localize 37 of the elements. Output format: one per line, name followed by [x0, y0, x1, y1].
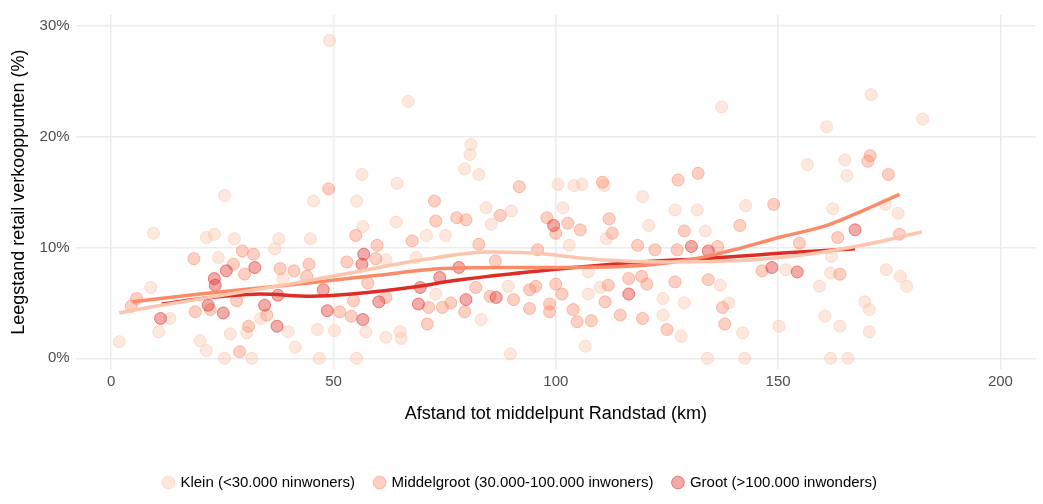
legend-label: Klein (<30.000 ninwoners)	[180, 472, 356, 490]
point	[547, 218, 561, 232]
x-tick-label: 0	[107, 371, 116, 389]
point	[684, 239, 698, 253]
point	[201, 298, 215, 312]
point	[270, 319, 284, 333]
point	[411, 297, 425, 311]
point	[219, 264, 233, 278]
y-tick-label: 20%	[39, 126, 70, 144]
point	[320, 304, 334, 318]
point	[790, 265, 804, 279]
point	[848, 223, 862, 237]
point	[258, 298, 272, 312]
x-tick-label: 100	[543, 371, 569, 389]
y-axis-title: Leegstand retail verkooppunten (%)	[7, 49, 28, 335]
y-tick-label: 10%	[39, 237, 70, 255]
point	[356, 313, 370, 327]
line-series	[117, 230, 924, 315]
x-tick-label: 150	[765, 371, 791, 389]
point	[355, 257, 369, 271]
point	[248, 261, 262, 275]
legend-label: Groot (>100.000 inwonders)	[689, 472, 878, 490]
point	[489, 290, 503, 304]
x-axis-title: Afstand tot middelpunt Randstad (km)	[404, 403, 707, 424]
legend-label: Middelgroot (30.000-100.000 inwoners)	[391, 472, 654, 490]
point	[154, 311, 168, 325]
point	[622, 287, 636, 301]
point	[372, 295, 386, 309]
point	[216, 306, 230, 320]
y-tick-label: 30%	[39, 16, 70, 34]
point	[316, 283, 330, 297]
y-tick-label: 0%	[47, 348, 70, 366]
point	[208, 278, 222, 292]
x-tick-label: 50	[325, 371, 342, 389]
point	[765, 261, 779, 275]
point	[459, 293, 473, 307]
x-tick-label: 200	[987, 371, 1013, 389]
